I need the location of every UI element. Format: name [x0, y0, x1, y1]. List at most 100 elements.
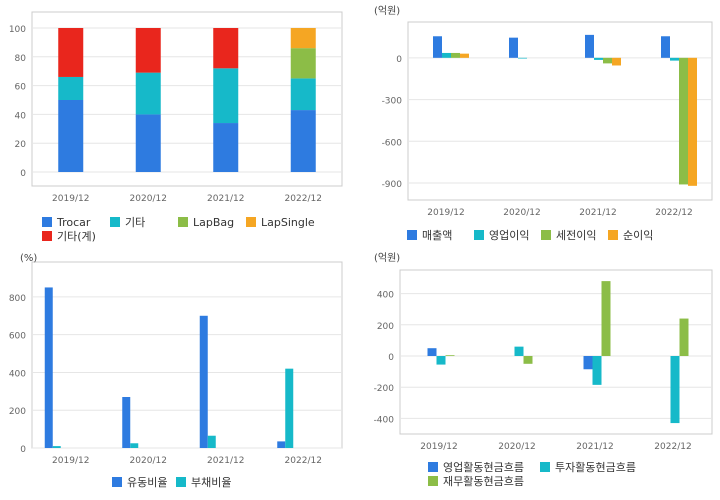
legend-item[interactable]: 재무활동현금흐름: [428, 474, 524, 488]
y-tick-label: -900: [382, 180, 403, 190]
legend-item[interactable]: 세전이익: [541, 229, 596, 242]
y-tick-label: 40: [15, 111, 27, 121]
bar-매출액: [585, 34, 594, 58]
legend-swatch: [608, 230, 618, 240]
y-tick-label: 200: [9, 407, 26, 417]
unit-label: (억원): [374, 252, 400, 264]
bar-영업이익: [518, 57, 527, 59]
x-tick-label: 2020/12: [130, 194, 167, 204]
bar-영업이익: [670, 57, 679, 61]
bar-유동비율: [122, 397, 131, 448]
legend-item[interactable]: 기타: [110, 216, 145, 229]
bar-영업이익: [594, 57, 603, 60]
legend-item[interactable]: 영업활동현금흐름: [428, 460, 524, 474]
x-tick-label: 2021/12: [579, 208, 616, 218]
x-tick-label: 2019/12: [52, 456, 89, 466]
x-tick-label: 2021/12: [576, 442, 613, 452]
unit-label: (억원): [374, 5, 400, 17]
ratios-chart-panel: (%) 0 200 400 600 800 2019/12 2020/12 2021/12 202…: [0, 248, 360, 496]
legend-label: 매출액: [422, 229, 452, 242]
x-tick-label: 2021/12: [207, 456, 244, 466]
legend-swatch: [176, 477, 186, 487]
y-tick-label: 0: [20, 169, 26, 179]
legend-item[interactable]: 영업이익: [474, 229, 529, 242]
composition-chart-panel: 0 20 40 60 80 100 2019/12 2020/12 2021/12 2022/12…: [0, 0, 360, 250]
x-tick-label: 2022/12: [655, 208, 692, 218]
bar-기타(계): [213, 28, 239, 69]
bar-영업활동현금흐름: [427, 348, 437, 356]
y-tick-label: 800: [9, 294, 26, 304]
bar-투자활동현금흐름: [592, 356, 602, 385]
bar-세전이익: [451, 52, 460, 58]
legend-swatch: [42, 217, 52, 227]
bar-부채비율: [207, 435, 216, 448]
bar-투자활동현금흐름: [514, 346, 524, 356]
legend-label: 순이익: [623, 229, 653, 242]
cashflow-chart-panel: (억원) 400 200 0 -200 -400 2019/12 2020/12 2021/12…: [360, 248, 720, 496]
y-tick-label: 80: [15, 54, 27, 64]
bar-유동비율: [277, 441, 286, 448]
legend-item[interactable]: LapBag: [178, 216, 234, 229]
legend-item[interactable]: Trocar: [42, 216, 91, 229]
bar-부채비율: [285, 368, 294, 448]
x-tick-label: 2020/12: [498, 442, 535, 452]
legend-item[interactable]: 매출액: [407, 229, 452, 242]
legend-swatch: [540, 462, 550, 472]
income-chart-panel: (억원) 0 -300 -600 -900 2019/12 2020/12 2021/12 20…: [360, 0, 720, 250]
legend-swatch: [42, 231, 52, 241]
composition-chart: 0 20 40 60 80 100 2019/12 2020/12 2021/12 2022/12…: [9, 11, 343, 243]
legend-label: 세전이익: [556, 229, 596, 242]
legend-label: 부채비율: [191, 476, 231, 489]
y-tick-label: 200: [377, 322, 394, 332]
legend-label: 투자활동현금흐름: [555, 460, 636, 474]
legend-swatch: [112, 477, 122, 487]
legend-label: 재무활동현금흐름: [443, 474, 524, 488]
unit-label: (%): [20, 253, 37, 264]
bar-투자활동현금흐름: [436, 356, 446, 365]
x-tick-label: 2022/12: [654, 442, 691, 452]
y-tick-label: 0: [20, 445, 26, 455]
bar-매출액: [661, 36, 670, 58]
cashflow-chart: (억원) 400 200 0 -200 -400 2019/12 2020/12 2021/12…: [374, 252, 713, 488]
bar-Trocar: [290, 110, 316, 172]
bar-재무활동현금흐름: [679, 318, 689, 356]
y-tick-label: 0: [388, 353, 394, 363]
legend-label: 영업이익: [489, 229, 529, 242]
legend-item[interactable]: 기타(계): [42, 230, 96, 243]
plot-frame: [399, 269, 713, 435]
legend-item[interactable]: 투자활동현금흐름: [540, 460, 636, 474]
y-tick-label: 100: [9, 25, 26, 35]
y-tick-label: -400: [374, 415, 395, 425]
bar-기타: [290, 78, 316, 111]
y-tick-label: 0: [396, 55, 402, 65]
legend-swatch: [428, 462, 438, 472]
plot-frame: [31, 261, 343, 449]
legend-item[interactable]: 유동비율: [112, 476, 167, 489]
bar-LapBag: [290, 48, 316, 79]
bar-Trocar: [213, 123, 239, 172]
legend-item[interactable]: 순이익: [608, 229, 653, 242]
bar-영업이익: [442, 52, 451, 58]
bar-기타: [58, 76, 84, 100]
bar-투자활동현금흐름: [670, 356, 680, 424]
bar-기타: [213, 68, 239, 124]
legend-swatch: [541, 230, 551, 240]
plot-frame: [31, 11, 343, 187]
legend-swatch: [407, 230, 417, 240]
bar-재무활동현금흐름: [601, 281, 611, 356]
legend-swatch: [428, 476, 438, 486]
bar-Trocar: [58, 100, 84, 172]
bar-기타: [135, 72, 161, 115]
bar-순이익: [612, 57, 621, 66]
y-tick-label: 600: [9, 332, 26, 342]
income-chart: (억원) 0 -300 -600 -900 2019/12 2020/12 2021/12 20…: [374, 5, 713, 242]
y-tick-label: 400: [9, 369, 26, 379]
legend-label: 기타: [125, 216, 145, 229]
legend-swatch: [246, 217, 256, 227]
bar-영업활동현금흐름: [583, 356, 593, 370]
legend-item[interactable]: LapSingle: [246, 216, 315, 229]
x-tick-label: 2022/12: [285, 456, 322, 466]
x-tick-label: 2020/12: [130, 456, 167, 466]
legend-item[interactable]: 부채비율: [176, 476, 231, 489]
x-tick-label: 2019/12: [420, 442, 457, 452]
